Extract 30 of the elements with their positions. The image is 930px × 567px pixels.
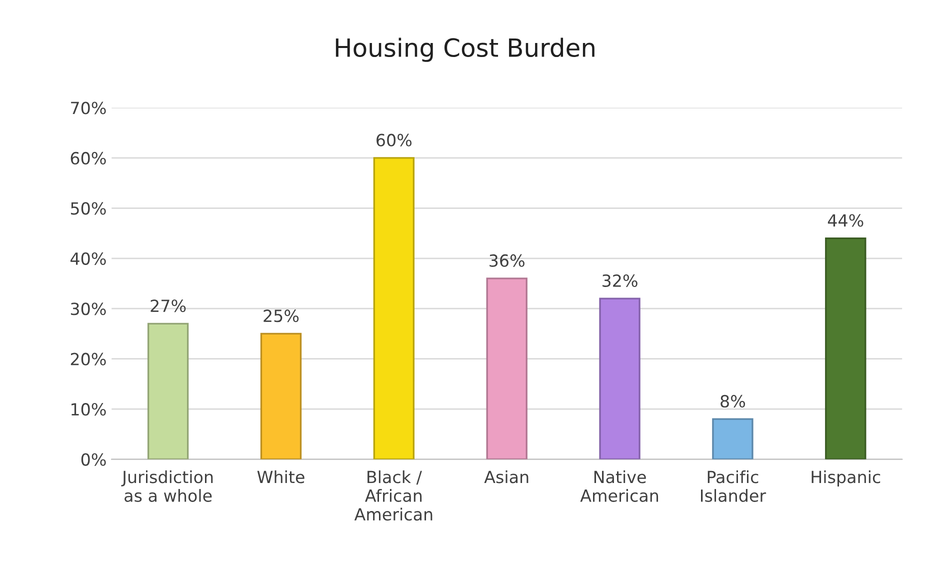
bar — [712, 418, 754, 460]
bar — [147, 322, 189, 460]
bar — [599, 298, 640, 460]
x-tick-label: Jurisdiction as a whole — [121, 470, 213, 502]
x-tick-label: Black / African American — [354, 470, 432, 521]
bar — [260, 332, 302, 460]
y-tick-label: 30% — [70, 302, 106, 316]
x-tick-label: Asian — [484, 470, 528, 484]
y-tick-label: 60% — [70, 152, 106, 165]
y-tick-label: 40% — [70, 252, 106, 265]
data-label: 27% — [150, 300, 186, 312]
chart-title: Housing Cost Burden — [336, 38, 594, 62]
x-tick-label: Pacific Islander — [700, 470, 766, 502]
x-tick-label: Hispanic — [812, 470, 880, 487]
data-label: 32% — [602, 274, 638, 288]
data-label: 36% — [490, 254, 524, 267]
data-label: 60% — [376, 134, 412, 146]
data-label: 25% — [264, 310, 299, 322]
x-tick-label: Native American — [580, 470, 658, 502]
bar — [825, 237, 866, 460]
x-tick-label: White — [257, 470, 304, 484]
bar — [486, 278, 528, 460]
y-tick-label: 70% — [71, 102, 106, 114]
data-label: 44% — [828, 214, 864, 227]
y-tick-label: 10% — [72, 403, 106, 416]
data-label: 8% — [720, 394, 746, 408]
y-tick-label: 0% — [81, 453, 106, 466]
y-tick-label: 50% — [70, 202, 106, 215]
bar — [373, 157, 415, 460]
y-tick-label: 20% — [70, 352, 106, 366]
